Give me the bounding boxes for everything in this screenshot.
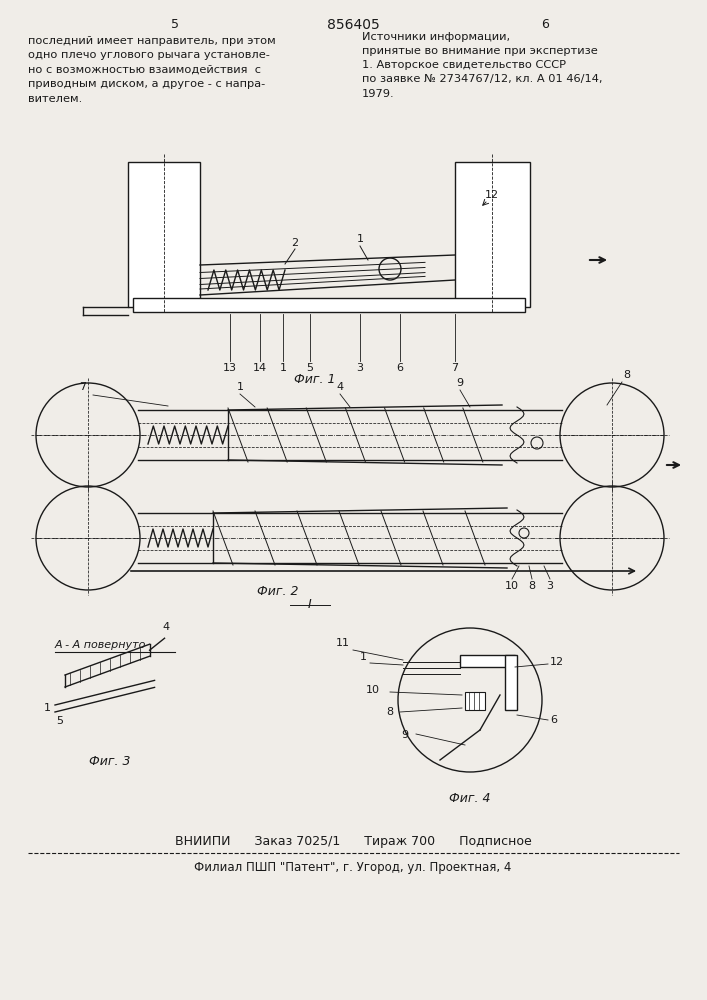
Text: 1: 1 bbox=[279, 363, 286, 373]
Text: 12: 12 bbox=[550, 657, 564, 667]
Text: I: I bbox=[308, 598, 312, 611]
Text: 3: 3 bbox=[547, 581, 554, 591]
Text: Филиал ПШП "Патент", г. Угород, ул. Проектная, 4: Филиал ПШП "Патент", г. Угород, ул. Прое… bbox=[194, 861, 512, 874]
Text: 8: 8 bbox=[386, 707, 393, 717]
Text: 12: 12 bbox=[485, 190, 499, 200]
Text: 5: 5 bbox=[171, 18, 179, 31]
Bar bbox=[465, 692, 485, 710]
Text: 8: 8 bbox=[528, 581, 536, 591]
Bar bbox=[460, 655, 515, 667]
Text: 6: 6 bbox=[397, 363, 404, 373]
Text: 3: 3 bbox=[356, 363, 363, 373]
Text: Источники информации,: Источники информации, bbox=[362, 32, 510, 42]
Text: 1: 1 bbox=[356, 234, 363, 244]
Bar bbox=[455, 162, 530, 307]
Text: 1. Авторское свидетельство СССР
по заявке № 2734767/12, кл. А 01 46/14,
1979.: 1. Авторское свидетельство СССР по заявк… bbox=[362, 60, 602, 99]
Text: 6: 6 bbox=[541, 18, 549, 31]
Text: 1: 1 bbox=[359, 652, 366, 662]
Text: Фиг. 1: Фиг. 1 bbox=[294, 373, 336, 386]
Text: принятые во внимание при экспертизе: принятые во внимание при экспертизе bbox=[362, 46, 597, 56]
Text: ВНИИПИ      Заказ 7025/1      Тираж 700      Подписное: ВНИИПИ Заказ 7025/1 Тираж 700 Подписное bbox=[175, 835, 532, 848]
Text: 9: 9 bbox=[401, 730, 408, 740]
Text: 8: 8 bbox=[624, 370, 631, 380]
Text: 5: 5 bbox=[57, 716, 64, 726]
Text: А - А повернуто: А - А повернуто bbox=[55, 640, 146, 650]
Text: 2: 2 bbox=[291, 238, 298, 248]
Text: 10: 10 bbox=[505, 581, 519, 591]
Text: 4: 4 bbox=[162, 622, 169, 632]
Text: 1: 1 bbox=[44, 703, 50, 713]
Bar bbox=[128, 162, 200, 307]
Text: 856405: 856405 bbox=[327, 18, 380, 32]
Text: 4: 4 bbox=[337, 382, 344, 392]
Text: 10: 10 bbox=[366, 685, 380, 695]
Text: 7: 7 bbox=[452, 363, 459, 373]
Text: 6: 6 bbox=[550, 715, 557, 725]
Text: 5: 5 bbox=[307, 363, 313, 373]
Text: 1: 1 bbox=[237, 382, 243, 392]
Text: последний имеет направитель, при этом
одно плечо углового рычага установле-
но с: последний имеет направитель, при этом од… bbox=[28, 36, 276, 104]
Text: 9: 9 bbox=[457, 378, 464, 388]
Text: Фиг. 2: Фиг. 2 bbox=[257, 585, 299, 598]
Bar bbox=[505, 655, 517, 710]
Text: 14: 14 bbox=[253, 363, 267, 373]
Text: 11: 11 bbox=[336, 638, 350, 648]
Bar bbox=[133, 298, 525, 312]
Text: 7: 7 bbox=[79, 382, 86, 392]
Text: Фиг. 4: Фиг. 4 bbox=[449, 792, 491, 805]
Text: Фиг. 3: Фиг. 3 bbox=[89, 755, 131, 768]
Text: 13: 13 bbox=[223, 363, 237, 373]
